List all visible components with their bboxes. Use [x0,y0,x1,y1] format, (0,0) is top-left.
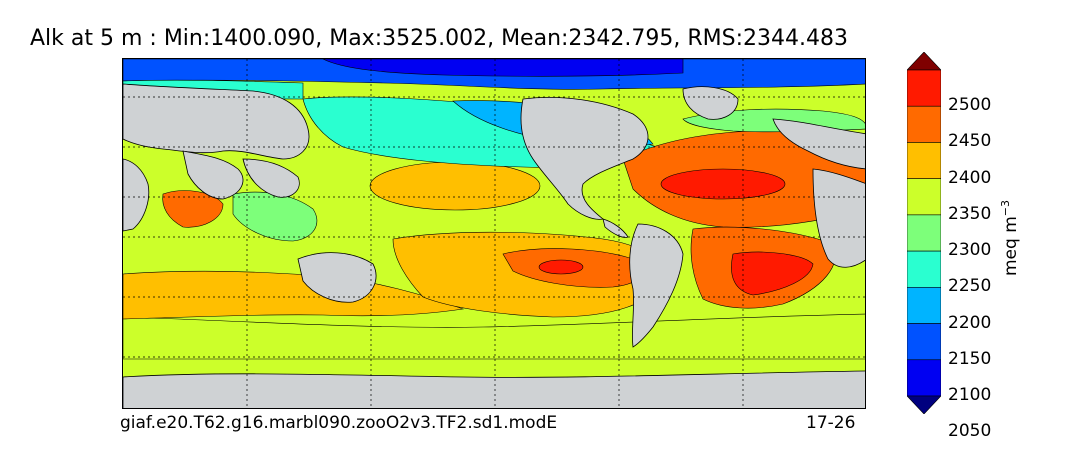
south-indian-band [123,270,465,320]
colorbar-cell [907,105,941,143]
land-masses [123,83,865,408]
run-name-caption: giaf.e20.T62.g16.marbl090.zooO2v3.TF2.sd… [120,413,558,433]
colorbar-tick-label: 2050 [948,421,992,442]
colorbar-tick-label: 2150 [948,348,992,369]
southern-ocean-band [123,313,865,360]
colorbar-cell [907,69,941,107]
colorbar [907,52,941,414]
map-title: Alk at 5 m : Min:1400.090, Max:3525.002,… [30,26,849,51]
north-pacific-gyre [369,161,541,211]
colorbar-cell [907,214,941,252]
colorbar-cell [907,323,941,361]
south-atlantic-max [731,251,814,296]
unit-exponent: −3 [999,200,1013,217]
graticule [123,59,865,408]
colorbar-tick-label: 2500 [948,95,992,116]
colorbar-tick-label: 2450 [948,131,992,152]
colorbar-tick-label: 2100 [948,385,992,405]
north-atlantic-max [660,168,786,200]
colorbar-cell [907,52,941,71]
arabian-sea [162,190,224,228]
colorbar-unit-label: meq m−3 [999,200,1021,276]
south-pacific-max [538,259,584,275]
colorbar-cell [907,250,941,288]
colorbar-cell [907,359,941,397]
colorbar-tick-label: 2400 [948,167,992,188]
year-range-caption: 17-26 [806,413,856,433]
ocean-alkalinity-map [123,59,865,408]
unit-base: meq m [1000,216,1021,276]
colorbar-cell [907,142,941,179]
arctic-core [322,59,684,77]
colorbar-cell [907,287,941,324]
colorbar-cell [907,395,941,414]
colorbar-tick-label: 2300 [948,240,992,261]
colorbar-tick-label: 2200 [948,312,992,333]
colorbar-tick-label: 2250 [948,276,992,297]
colorbar-cell [907,178,941,216]
colorbar-tick-label: 2350 [948,203,992,224]
map-panel [122,58,866,409]
